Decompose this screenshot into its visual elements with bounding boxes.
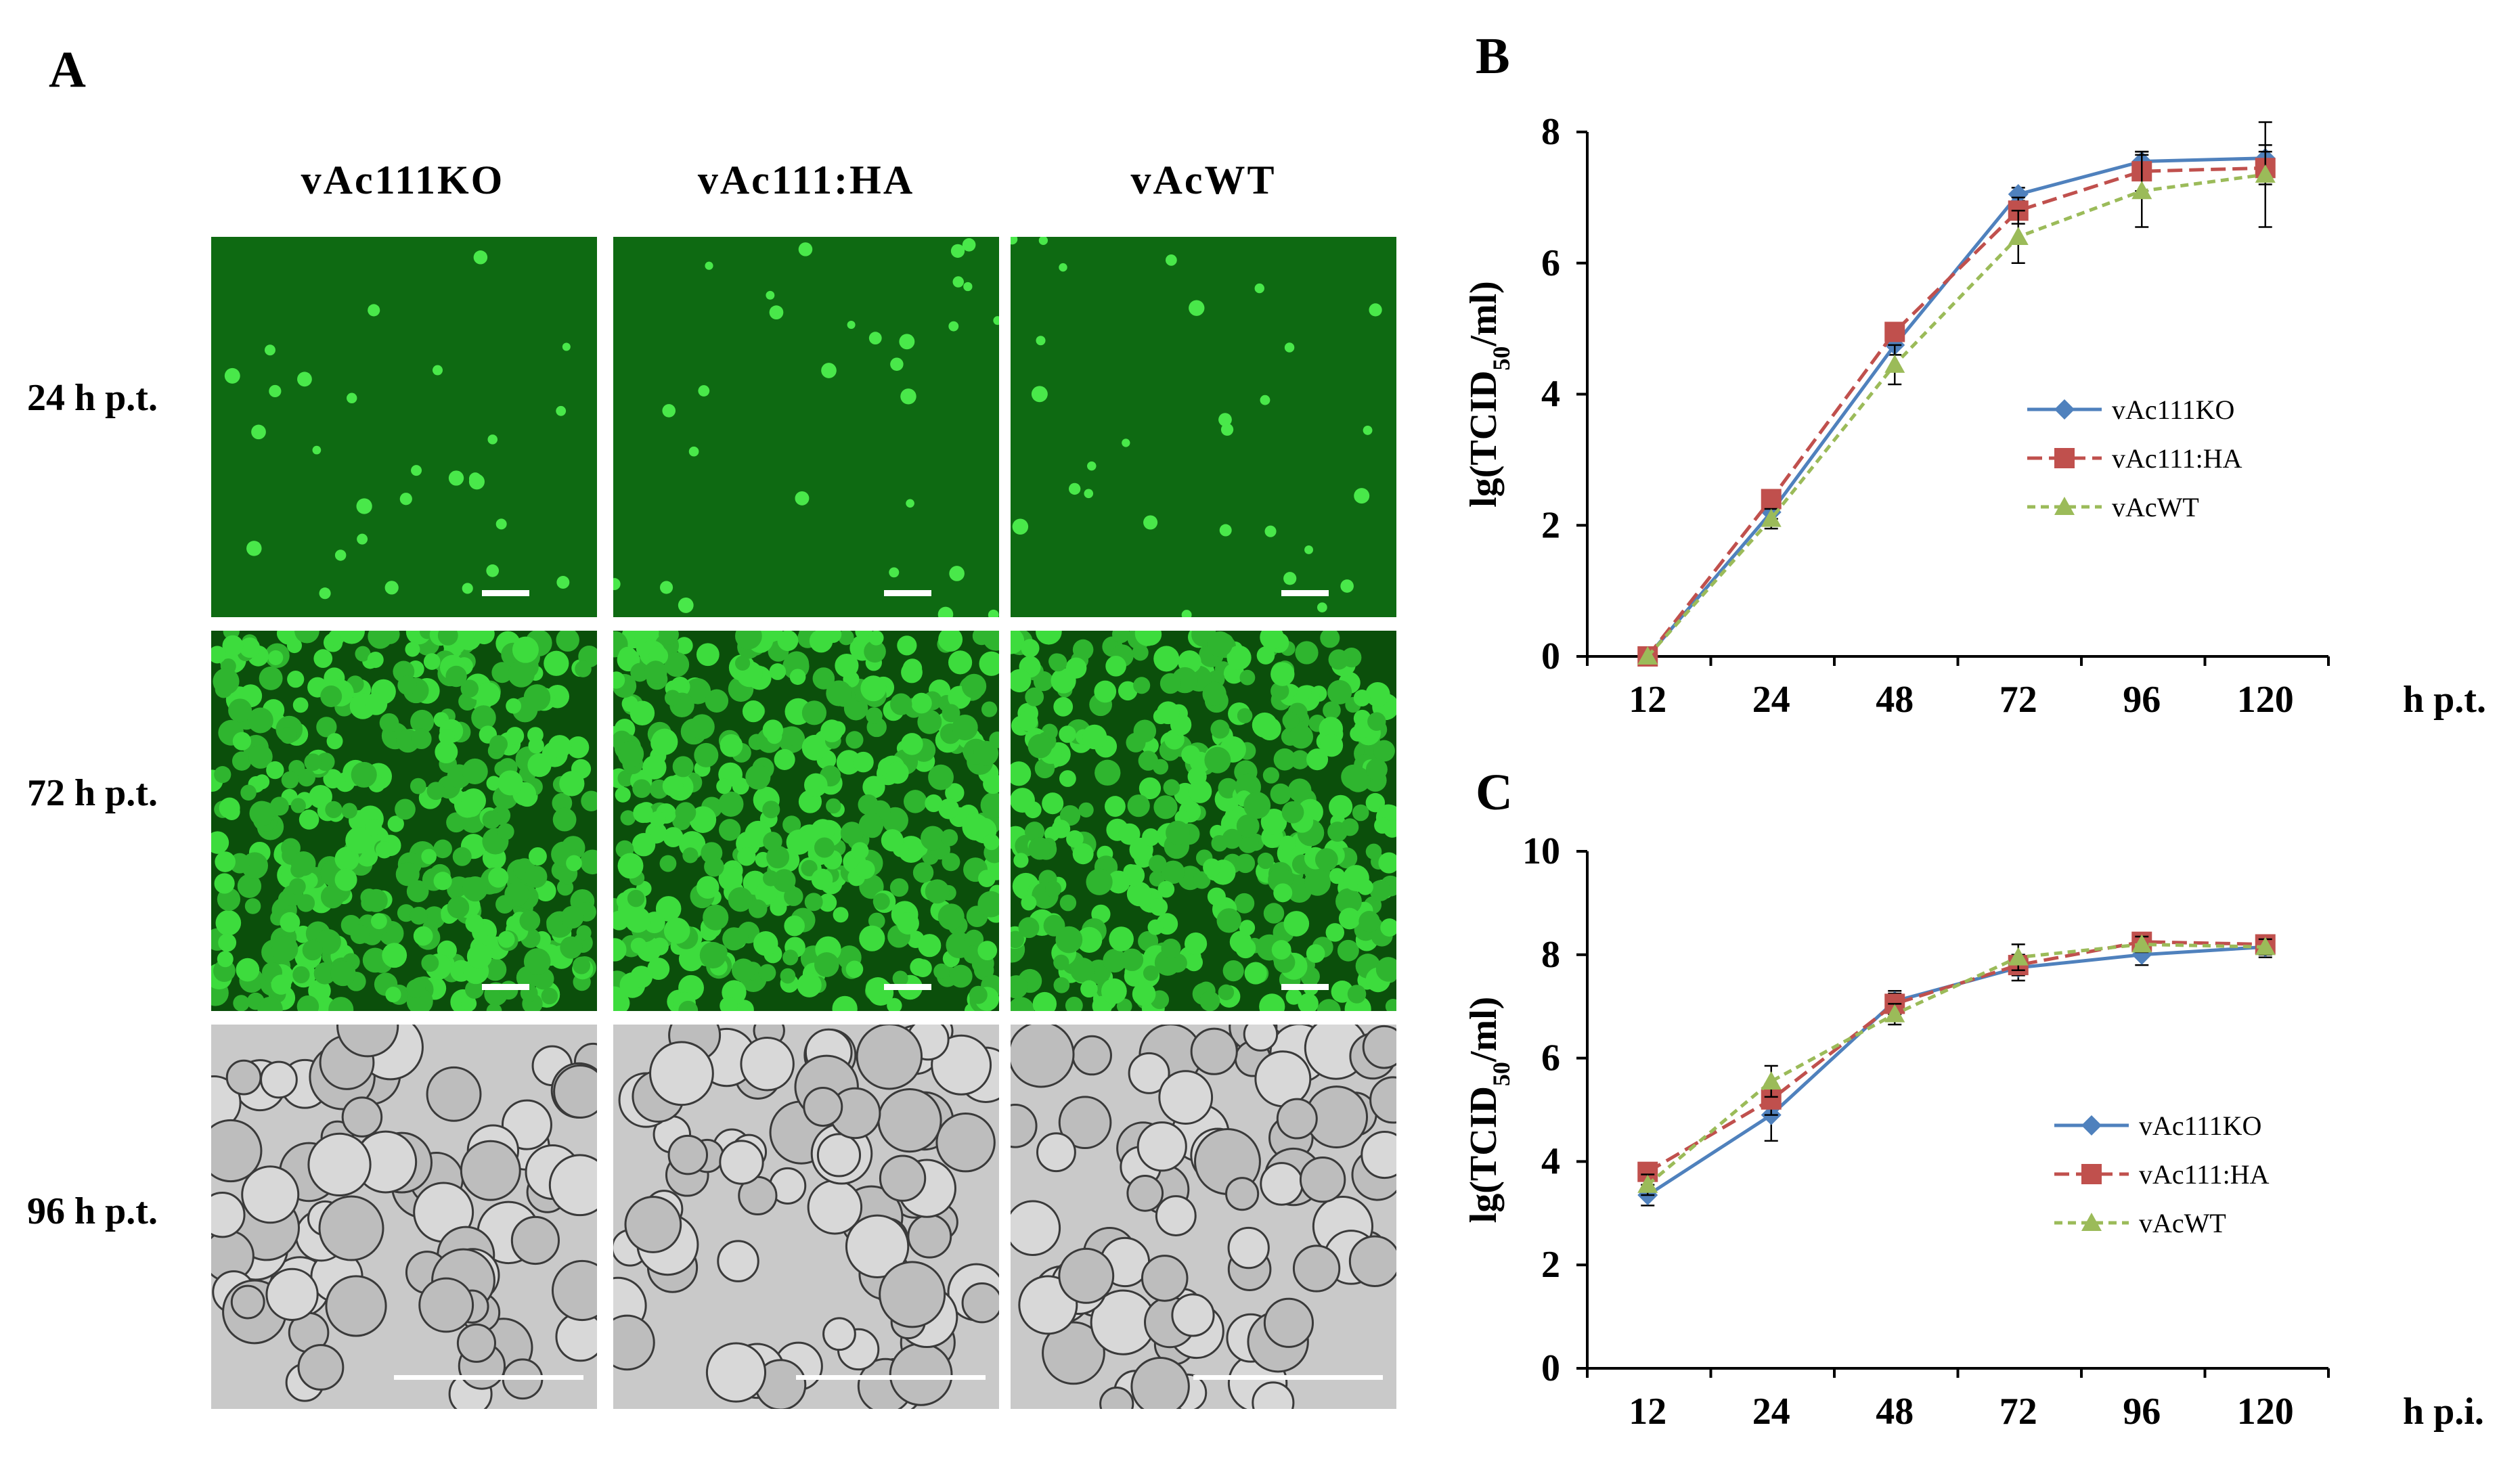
series-line-vAcWT (1646, 173, 2266, 658)
data-point-vAcWT (1884, 1004, 1905, 1023)
x-tick-label: 120 (2237, 1391, 2294, 1433)
micrograph-24h-vac111ko (211, 237, 597, 617)
data-point-vAcWT (1884, 354, 1905, 373)
y-tick-label: 8 (1541, 111, 1560, 153)
micrograph-24h-vac111-ha (613, 237, 999, 617)
scale-bar (482, 590, 529, 596)
series-line-vAcWT (1646, 943, 2265, 1186)
micrograph-72h-vacwt (1011, 631, 1396, 1011)
micrograph-72h-vac111ko (211, 631, 597, 1011)
row-label-96h: 96 h p.t. (27, 1190, 158, 1232)
x-tick-label: 24 (1752, 1391, 1790, 1433)
legend-label: vAc111:HA (2112, 443, 2242, 474)
legend-marker (2081, 1164, 2102, 1184)
series-line-vAc111KO (1646, 156, 2265, 658)
data-point-vAc111-HA (1884, 321, 1905, 342)
y-tick-label: 0 (1541, 1347, 1560, 1389)
data-point-vAcWT (1761, 1071, 1782, 1090)
data-point-vAcWT (1637, 646, 1658, 665)
y-axis-label: lg(TCID50/ml) (1463, 997, 1515, 1224)
micrograph-24h-vacwt (1011, 237, 1396, 617)
x-tick-label: 72 (1999, 679, 2037, 721)
scale-bar (884, 984, 931, 990)
legend-label: vAcWT (2139, 1208, 2226, 1238)
legend-marker (2081, 1115, 2102, 1136)
x-tick-label: 12 (1629, 679, 1666, 721)
panel-c-letter: C (1476, 764, 1513, 821)
scale-bar (1281, 984, 1329, 990)
data-point-vAcWT (1761, 508, 1782, 527)
scale-bar (482, 984, 529, 990)
x-axis-unit-label: h p.t. (2403, 679, 2486, 721)
legend-marker (2054, 497, 2075, 515)
x-tick-label: 48 (1876, 679, 1914, 721)
data-point-vAcWT (2131, 934, 2152, 953)
y-tick-label: 4 (1541, 1140, 1560, 1182)
data-point-vAc111KO (2008, 184, 2029, 205)
column-label-vac111ko: vAc111KO (301, 158, 505, 202)
micrograph-96h-vacwt (1011, 1025, 1396, 1409)
legend-label: vAc111KO (2139, 1110, 2261, 1141)
y-tick-label: 6 (1541, 242, 1560, 284)
x-tick-label: 24 (1752, 679, 1790, 721)
y-tick-label: 8 (1541, 934, 1560, 976)
column-label-vac111-ha: vAc111:HA (697, 158, 915, 202)
x-tick-label: 72 (1999, 1391, 2037, 1433)
y-tick-label: 2 (1541, 1244, 1560, 1286)
scale-bar (796, 1375, 986, 1380)
micrograph-96h-vac111ko (211, 1025, 597, 1409)
scale-bar (394, 1375, 583, 1380)
panel-b-letter: B (1476, 28, 1510, 85)
x-tick-label: 96 (2123, 679, 2161, 721)
row-label-24h: 24 h p.t. (27, 377, 158, 419)
legend-label: vAc111KO (2112, 395, 2234, 425)
legend-label: vAcWT (2112, 492, 2199, 522)
micrograph-72h-vac111-ha (613, 631, 999, 1011)
x-tick-label: 12 (1629, 1391, 1666, 1433)
scale-bar (884, 590, 931, 596)
legend-marker (2054, 399, 2075, 420)
micrograph-96h-vac111-ha (613, 1025, 999, 1409)
scale-bar (1281, 590, 1329, 596)
y-tick-label: 4 (1541, 374, 1560, 416)
row-label-72h: 72 h p.t. (27, 772, 158, 814)
x-tick-label: 96 (2123, 1391, 2161, 1433)
legend-marker (2081, 1213, 2102, 1231)
column-label-vacwt: vAcWT (1130, 158, 1277, 202)
data-point-vAcWT (2255, 937, 2276, 956)
y-tick-label: 2 (1541, 504, 1560, 546)
legend-marker (2054, 448, 2075, 468)
x-tick-label: 120 (2237, 679, 2294, 721)
legend-label: vAc111:HA (2139, 1159, 2270, 1190)
x-axis-unit-label: h p.i. (2403, 1391, 2484, 1433)
y-tick-label: 0 (1541, 635, 1560, 677)
data-point-vAc111-HA (1761, 489, 1782, 510)
y-tick-label: 10 (1522, 830, 1560, 872)
data-point-vAcWT (2131, 181, 2152, 200)
series-line-vAc111-HA (1646, 940, 2265, 1173)
panel-a-letter: A (49, 41, 86, 98)
x-tick-label: 48 (1876, 1391, 1914, 1433)
scale-bar (1193, 1375, 1383, 1380)
data-point-vAcWT (2008, 947, 2029, 966)
y-axis-label: lg(TCID50/ml) (1463, 281, 1515, 508)
chart-b: 0 2 4 6 8 12 24 48 72 96 120 h p.t. lg(TCID50/ml) vAc… (1463, 111, 2486, 721)
data-point-vAcWT (2008, 227, 2029, 245)
y-tick-label: 6 (1541, 1037, 1560, 1079)
data-point-vAcWT (2255, 164, 2276, 183)
data-point-vAcWT (1637, 1174, 1658, 1193)
